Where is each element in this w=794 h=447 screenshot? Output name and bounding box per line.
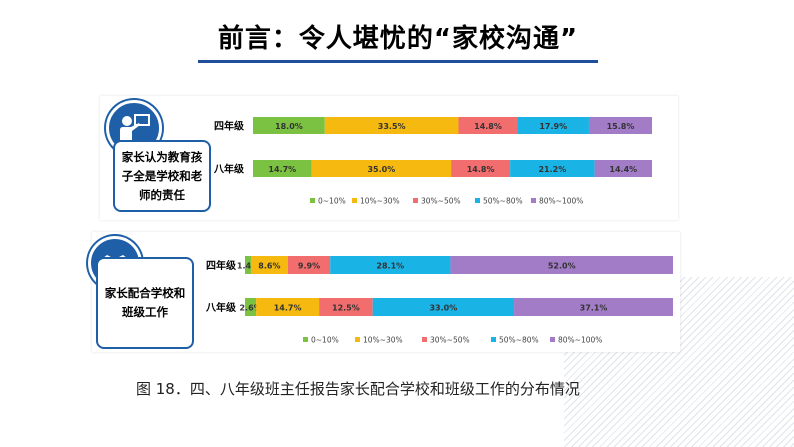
bar-segment	[245, 256, 251, 274]
legend-swatch	[303, 337, 308, 342]
legend-swatch	[422, 337, 427, 342]
legend-label: 80%~100%	[539, 197, 583, 206]
legend-label: 50%~80%	[483, 197, 523, 206]
bar-segment	[253, 160, 312, 177]
legend-swatch	[355, 337, 360, 342]
data-label: 21.2%	[538, 165, 566, 174]
data-label: 14.7%	[274, 304, 302, 313]
category-label: 四年级	[206, 259, 237, 272]
bar-segment	[510, 160, 595, 177]
panel-1-label: 家长认为教育孩子全是学校和老师的责任	[113, 140, 211, 212]
legend-label: 0~10%	[311, 336, 339, 345]
page-title: 前言：令人堪忧的“家校沟通”	[217, 24, 579, 54]
legend-label: 10%~30%	[363, 336, 403, 345]
data-label: 14.8%	[474, 122, 502, 131]
data-label: 14.7%	[268, 165, 296, 174]
legend-swatch	[413, 198, 418, 203]
legend-label: 80%~100%	[558, 336, 602, 345]
data-label: 52.0%	[548, 262, 576, 271]
data-label: 37.1%	[580, 304, 608, 313]
bar-segment	[287, 256, 331, 274]
data-label: 28.1%	[376, 262, 404, 271]
category-label: 八年级	[205, 301, 237, 314]
data-label: 17.9%	[539, 122, 567, 131]
title-underline	[198, 60, 598, 63]
data-label: 18.0%	[275, 122, 303, 131]
bar-segment	[319, 298, 373, 316]
bar-segment	[256, 298, 320, 316]
data-label: 33.5%	[378, 122, 406, 131]
bar-segment	[250, 256, 288, 274]
legend-swatch	[352, 198, 357, 203]
category-label: 四年级	[214, 120, 245, 133]
bar-segment	[324, 117, 459, 134]
data-label: 33.0%	[429, 304, 457, 313]
data-label: 8.6%	[258, 262, 280, 271]
legend-swatch	[475, 198, 480, 203]
panel-2-label: 家长配合学校和班级工作	[96, 257, 194, 349]
page-header: 前言：令人堪忧的“家校沟通”	[198, 14, 598, 64]
bar-segment	[594, 160, 652, 177]
legend-label: 30%~50%	[421, 197, 461, 206]
data-label: 2.6%	[239, 304, 261, 313]
legend-label: 10%~30%	[360, 197, 400, 206]
data-label: 9.9%	[298, 262, 320, 271]
bar-segment	[514, 298, 673, 316]
bar-segment	[245, 298, 257, 316]
legend-label: 50%~80%	[499, 336, 539, 345]
bar-segment	[311, 160, 452, 177]
legend-swatch	[310, 198, 315, 203]
data-label: 12.5%	[332, 304, 360, 313]
bar-segment	[330, 256, 451, 274]
bar-segment	[458, 117, 518, 134]
bar-segment	[253, 117, 325, 134]
data-label: 35.0%	[367, 165, 395, 174]
data-label: 14.8%	[467, 165, 495, 174]
bar-segment	[450, 256, 673, 274]
data-label: 14.4%	[609, 165, 637, 174]
figure-caption: 图 18．四、八年级班主任报告家长配合学校和班级工作的分布情况	[136, 380, 580, 398]
data-label: 1.4%	[237, 262, 259, 271]
legend-swatch	[491, 337, 496, 342]
data-label: 15.8%	[607, 122, 635, 131]
bar-segment	[451, 160, 511, 177]
bar-segment	[588, 117, 652, 134]
category-label: 八年级	[213, 163, 245, 176]
legend-label: 30%~50%	[430, 336, 470, 345]
legend-label: 0~10%	[318, 197, 346, 206]
legend-swatch	[550, 337, 555, 342]
bar-segment	[517, 117, 589, 134]
bar-segment	[372, 298, 515, 316]
legend-swatch	[531, 198, 536, 203]
